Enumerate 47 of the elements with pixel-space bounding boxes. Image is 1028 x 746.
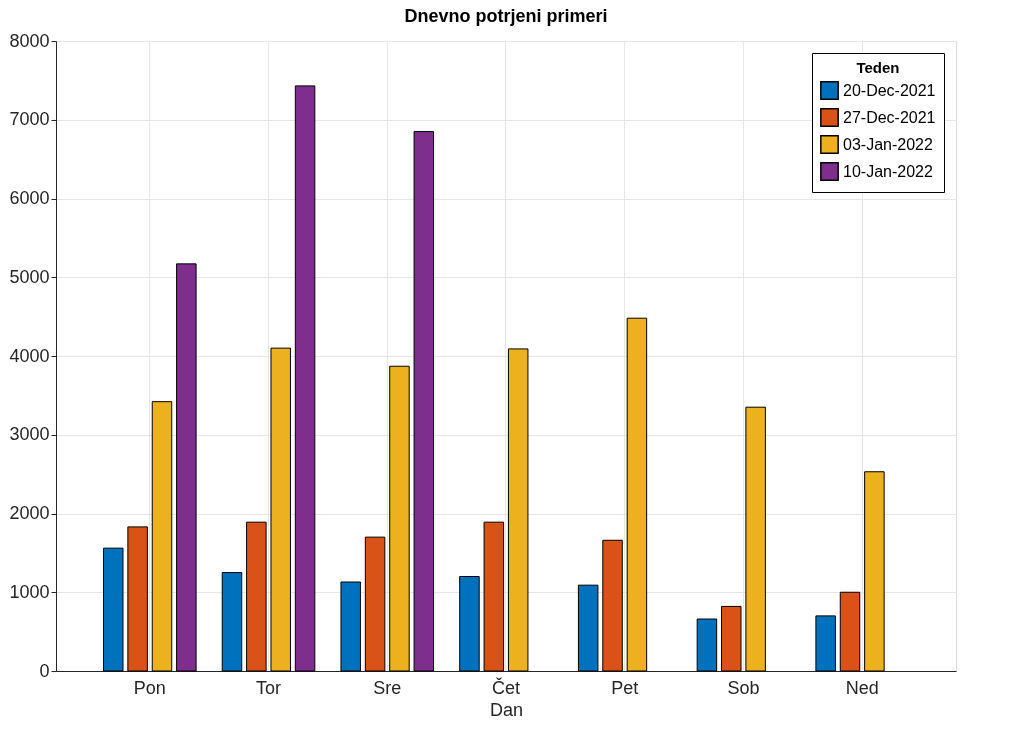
x-axis-title: Dan [489, 699, 524, 720]
legend-label: 03-Jan-2022 [843, 135, 933, 153]
legend-label: 27-Dec-2021 [843, 108, 936, 126]
bar [151, 401, 173, 672]
bar [864, 471, 885, 672]
bar [127, 526, 148, 672]
x-tick-label: Pet [611, 677, 639, 698]
bar [745, 406, 766, 672]
y-tick-label: 5000 [9, 266, 50, 287]
x-tick-label: Ned [845, 677, 879, 698]
bar [577, 584, 599, 672]
y-tick-label: 6000 [9, 188, 50, 208]
bar [176, 263, 197, 672]
bar [459, 576, 480, 672]
y-tick-label: 0 [39, 660, 50, 681]
x-tick-label: Čet [491, 676, 521, 698]
y-tick-label: 7000 [9, 109, 50, 130]
x-tick-label: Tor [256, 677, 282, 698]
x-tick-label: Sob [727, 677, 760, 698]
legend-label: 10-Jan-2022 [843, 162, 933, 180]
x-tick-label: Sre [373, 677, 402, 698]
bar [221, 572, 243, 672]
x-tick-label: Pon [133, 677, 166, 698]
bar [507, 348, 529, 672]
bar [839, 591, 861, 672]
chart-title: Dnevno potrjeni primeri [404, 6, 608, 26]
bar [721, 605, 742, 672]
bar [102, 547, 124, 672]
y-tick-label: 3000 [9, 424, 50, 445]
y-tick-label: 4000 [9, 345, 50, 366]
legend-title: Teden [856, 59, 900, 76]
bar [246, 521, 267, 672]
bar [602, 539, 623, 672]
bar [483, 521, 505, 672]
y-tick-label: 1000 [9, 581, 50, 602]
y-tick-label: 2000 [9, 503, 50, 523]
legend-label: 20-Dec-2021 [843, 81, 936, 99]
bar [626, 317, 648, 672]
bar [696, 618, 718, 672]
bar [340, 581, 361, 672]
bar [413, 131, 435, 672]
bar [294, 85, 316, 672]
bar [815, 615, 836, 672]
bar [270, 347, 291, 672]
bar [364, 536, 386, 672]
y-tick-label: 8000 [9, 30, 50, 51]
bar [389, 365, 410, 672]
